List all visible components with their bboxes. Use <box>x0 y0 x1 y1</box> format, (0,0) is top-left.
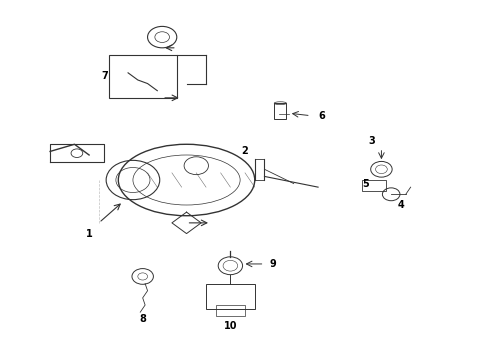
Bar <box>274 103 287 119</box>
Text: 10: 10 <box>223 321 237 332</box>
Bar <box>206 284 255 309</box>
Text: 2: 2 <box>242 147 248 157</box>
Bar <box>109 55 177 98</box>
Text: 8: 8 <box>139 314 146 324</box>
Text: 4: 4 <box>397 200 404 210</box>
Text: 1: 1 <box>86 229 93 239</box>
Bar <box>362 180 386 191</box>
Text: 7: 7 <box>102 71 109 81</box>
Text: 3: 3 <box>368 136 375 146</box>
Bar <box>216 305 245 316</box>
Text: 5: 5 <box>362 179 368 189</box>
Text: 9: 9 <box>270 259 276 269</box>
Text: 6: 6 <box>318 111 325 121</box>
